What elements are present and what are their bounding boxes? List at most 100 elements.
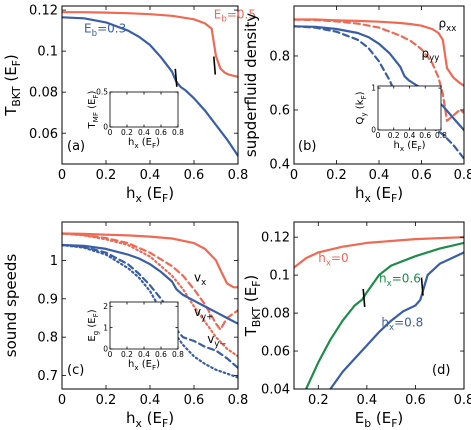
x-axis-label: hx (EF) [126,184,174,205]
x-tick-label: 0 [108,128,113,137]
series-line-3 [62,243,238,325]
series-line-1 [62,232,238,331]
x-tick-label: 0.8 [435,131,447,140]
x-tick-label: 0.4 [404,131,416,140]
x-tick-label: 0.6 [405,393,426,408]
inset-frame [109,91,179,128]
transition-marker-1 [213,56,217,75]
x-axis-label: hx (EF) [355,184,403,205]
inset-frame [109,301,179,350]
x-tick-label: 0.2 [308,393,329,408]
y-tick-label: 0.1 [37,45,58,60]
series-annotation-1: hx=0.6 [379,272,421,289]
y-tick-label: 0.5 [96,88,108,97]
panel-label: (d) [432,363,450,378]
series-line-2 [329,251,464,389]
x-axis-label: hx (EF) [126,409,174,430]
y-tick-label: 0.4 [269,158,290,173]
series-annotation-0: hx=0 [318,251,348,268]
y-tick-label: 0.08 [261,307,290,322]
x-tick-label: 0 [108,350,113,359]
y-tick-label: 0.8 [37,331,58,346]
y-tick-label: 0.1 [269,269,290,284]
x-axis-label: Eb (EF) [355,409,404,430]
inset-x-label: hx (EF) [393,140,425,153]
axes-frame [293,221,465,390]
series-line-1 [62,16,238,157]
transition-marker-0 [362,288,366,307]
x-tick-label: 0.2 [326,168,347,183]
inset-c: 0 0.2 0.4 0.6 0.8 0 1 2 hx (EF) Eg (EF) [87,301,184,372]
y-tick-label: 0.7 [37,369,58,384]
x-tick-label: 0.2 [121,128,133,137]
transition-marker-1 [420,277,424,296]
x-tick-label: 0.4 [138,350,150,359]
y-tick-label: 0.6 [269,104,290,119]
y-axis-label: sound speeds [2,254,20,358]
series-annotation-1: vy+ [194,305,213,322]
x-tick-label: 0.2 [388,131,400,140]
y-tick-label: 0.04 [261,383,290,398]
series-annotation-1: ρyy [422,46,440,63]
x-tick-label: 0.4 [369,168,390,183]
x-tick-label: 0.8 [228,168,249,183]
y-tick-label: 0.06 [29,127,58,142]
x-tick-label: 0.2 [96,393,117,408]
x-tick-label: 0.6 [411,168,432,183]
x-tick-label: 0.4 [140,393,161,408]
series-annotation-2: vy− [207,332,226,349]
series-annotation-0: vx [194,271,206,288]
series-line-0 [62,11,238,78]
y-tick-label: 1 [103,323,108,332]
panel-c: 0 0.2 0.4 0.6 0.8 0.7 0.8 0.9 1 vx vy+ vy− (c) hx (EF… [2,221,249,430]
y-axis-label: TBKT (EF) [2,54,23,117]
x-tick-label: 0.6 [155,128,167,137]
x-tick-label: 0.2 [96,168,117,183]
y-tick-label: 0.06 [261,345,290,360]
inset-a: 0 0.2 0.4 0.6 0.8 0 0.5 hx (EF) TMF (EF) [87,88,184,150]
series-line-0 [294,18,464,87]
x-tick-label: 0.4 [357,393,378,408]
panel-label: (b) [298,139,316,154]
series-annotation-0: ρxx [439,17,457,34]
series-annotation-0: Eb=0.5 [214,7,256,24]
inset-frame [377,85,442,131]
inset-x-label: hx (EF) [128,359,160,372]
series-line-0 [62,232,238,289]
y-axis-label: supderfluid density [242,13,260,157]
inset-y-label: Eg (EF) [87,309,100,341]
y-tick-label: 0 [371,126,376,135]
panel-label: (c) [67,363,84,378]
x-tick-label: 0.4 [140,168,161,183]
x-tick-label: 0 [376,131,381,140]
series-annotation-1: Eb=0.3 [84,22,126,39]
y-tick-label: 0 [103,123,108,132]
y-tick-label: 1 [371,84,376,93]
inset-x-label: hx (EF) [128,137,160,150]
series-line-2 [62,232,238,358]
inset-y-label: Qy (kF) [355,91,368,124]
series-line-0 [294,236,464,269]
x-tick-label: 0 [290,168,298,183]
y-tick-label: 0.08 [29,86,58,101]
x-tick-label: 0.8 [172,128,184,137]
x-tick-label: 0.2 [121,350,133,359]
x-tick-label: 0.8 [454,393,471,408]
panel-label: (a) [67,139,85,154]
x-tick-label: 0.8 [228,393,249,408]
x-tick-label: 0.4 [138,128,150,137]
x-tick-label: 0.8 [454,168,471,183]
y-tick-label: 1 [50,254,58,269]
y-tick-label: 0 [103,345,108,354]
x-tick-label: 0.6 [419,131,431,140]
x-tick-label: 0.6 [184,168,205,183]
y-tick-label: 0.9 [37,292,58,307]
x-tick-label: 0.6 [155,350,167,359]
x-tick-label: 0.8 [172,350,184,359]
transition-marker-0 [174,68,178,87]
panel-d: 0.2 0.4 0.6 0.8 0.04 0.06 0.08 0.1 0.12 hx=0 hx=0.… [242,221,471,430]
panel-a: 0 0.2 0.4 0.6 0.8 0.06 0.08 0.1 0.12 Eb=0.5 Eb=0.3… [2,4,256,206]
y-tick-label: 2 [103,302,108,311]
